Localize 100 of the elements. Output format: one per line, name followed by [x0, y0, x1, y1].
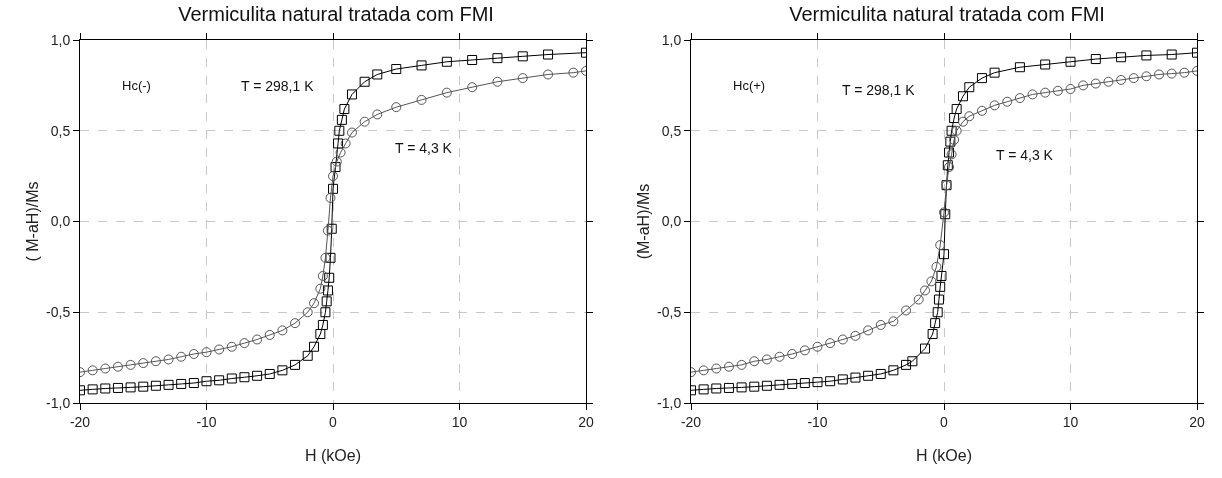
- point: [850, 372, 861, 383]
- point: [87, 365, 98, 376]
- point: [936, 270, 947, 281]
- point: [863, 370, 874, 381]
- point: [964, 82, 975, 93]
- point: [761, 354, 772, 365]
- point: [239, 372, 250, 383]
- point: [1052, 85, 1063, 96]
- point: [976, 105, 987, 116]
- point: [1065, 56, 1076, 67]
- point: [302, 350, 313, 361]
- point: [188, 378, 199, 389]
- point: [850, 330, 861, 341]
- x-axis-title: H (kOe): [305, 447, 361, 464]
- point: [1116, 52, 1127, 63]
- point: [1179, 67, 1190, 78]
- point: [901, 305, 912, 316]
- y-tick-label: -1,0: [46, 394, 71, 411]
- point: [324, 272, 335, 283]
- point: [330, 162, 341, 173]
- point: [325, 192, 336, 203]
- point: [932, 307, 943, 318]
- point: [290, 318, 301, 329]
- point: [346, 89, 357, 100]
- point: [326, 223, 337, 234]
- point: [372, 69, 383, 80]
- point: [309, 341, 320, 352]
- point: [698, 384, 709, 395]
- point: [112, 361, 123, 372]
- y-tick-label: -1,0: [657, 394, 682, 411]
- y-tick-label: 0,5: [50, 122, 71, 139]
- point: [346, 127, 357, 138]
- point: [320, 252, 331, 263]
- point: [138, 358, 149, 369]
- y-tick-label: 1,0: [50, 31, 71, 48]
- point: [322, 285, 333, 296]
- point: [736, 382, 747, 393]
- point: [138, 381, 149, 392]
- point: [336, 114, 347, 125]
- annotation: Hc(-): [122, 78, 151, 93]
- point: [328, 183, 338, 194]
- point: [125, 382, 136, 393]
- point: [328, 171, 338, 182]
- point: [252, 370, 263, 381]
- point: [214, 375, 225, 386]
- point: [100, 383, 111, 394]
- point: [492, 53, 503, 64]
- point: [888, 365, 899, 376]
- point: [939, 249, 949, 260]
- point: [711, 383, 722, 394]
- point: [964, 111, 975, 122]
- point: [87, 384, 98, 395]
- point: [359, 116, 370, 127]
- annotation: T = 298,1 K: [241, 78, 315, 94]
- point: [920, 343, 931, 354]
- x-tick-label: 0: [329, 413, 338, 430]
- point: [837, 334, 848, 345]
- point: [907, 356, 918, 367]
- point: [787, 378, 798, 389]
- point: [315, 329, 326, 340]
- point: [340, 138, 351, 149]
- point: [416, 60, 427, 71]
- point: [391, 102, 402, 113]
- point: [176, 378, 187, 389]
- point: [930, 318, 941, 329]
- x-tick-label: 0: [940, 413, 949, 430]
- x-axis-title: H (kOe): [916, 447, 972, 464]
- point: [736, 359, 747, 370]
- point: [290, 359, 301, 370]
- point: [774, 379, 785, 390]
- point: [799, 345, 810, 356]
- point: [875, 368, 886, 379]
- x-tick-label: 20: [1189, 413, 1205, 430]
- point: [239, 338, 250, 349]
- point: [1166, 68, 1177, 79]
- point: [698, 365, 709, 376]
- point: [774, 351, 785, 362]
- annotation: Hc(+): [733, 78, 766, 93]
- point: [1116, 74, 1127, 85]
- point: [926, 276, 937, 287]
- point: [901, 359, 912, 370]
- point: [1141, 71, 1152, 82]
- x-tick-label: -20: [680, 413, 702, 430]
- point: [1128, 73, 1139, 84]
- point: [799, 378, 810, 389]
- point: [723, 361, 734, 372]
- point: [935, 240, 946, 251]
- point: [1090, 78, 1101, 89]
- point: [761, 380, 772, 391]
- point: [976, 73, 987, 84]
- point: [372, 109, 383, 120]
- y-axis-title: ( M-aH)/Ms: [24, 181, 41, 262]
- point: [277, 325, 288, 336]
- chart-title: Vermiculita natural tratada com FMI: [178, 3, 494, 26]
- y-tick-label: 0,0: [50, 213, 71, 230]
- point: [945, 136, 956, 147]
- point: [812, 341, 823, 352]
- x-tick-label: 10: [451, 413, 468, 430]
- point: [1154, 69, 1165, 80]
- point: [1027, 89, 1038, 100]
